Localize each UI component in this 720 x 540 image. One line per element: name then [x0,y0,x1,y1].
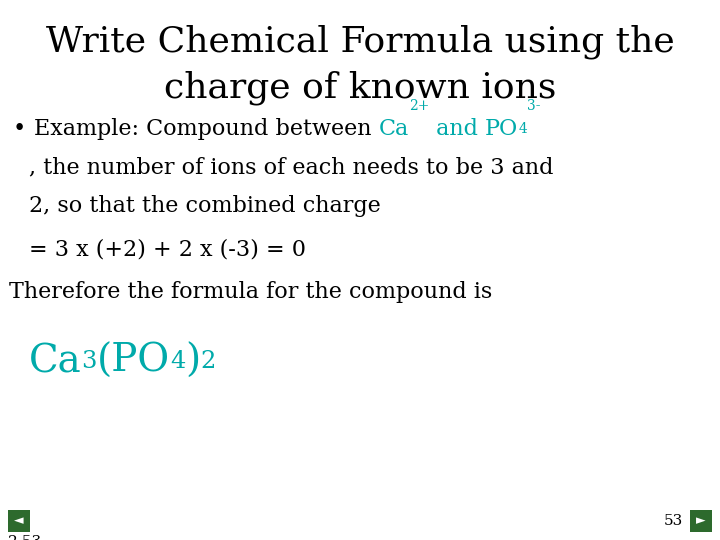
Text: Write Chemical Formula using the: Write Chemical Formula using the [45,24,675,59]
Text: Ca: Ca [29,343,81,380]
Text: 4: 4 [518,122,527,136]
Text: charge of known ions: charge of known ions [164,70,556,105]
Text: •: • [13,118,26,140]
Text: and: and [429,118,485,140]
Bar [690,510,712,532]
Text: (PO: (PO [97,343,170,380]
Text: 2: 2 [201,350,216,373]
Text: , the number of ions of each needs to be 3 and: , the number of ions of each needs to be… [29,157,553,179]
Text: 3: 3 [81,350,97,373]
Bar [8,510,30,532]
Text: 53: 53 [664,514,683,528]
Text: 4: 4 [170,350,186,373]
Text: ◄: ◄ [14,515,24,528]
Text: Example: Compound between: Example: Compound between [34,118,379,140]
Text: 2+: 2+ [409,99,429,113]
Text: ►: ► [696,515,706,528]
Text: Ca: Ca [379,118,409,140]
Text: ): ) [186,343,201,380]
Text: 3-: 3- [527,99,541,113]
Text: Therefore the formula for the compound is: Therefore the formula for the compound i… [9,281,492,303]
Text: 2, so that the combined charge: 2, so that the combined charge [29,195,381,218]
Text: PO: PO [485,118,518,140]
Text: = 3 x (+2) + 2 x (-3) = 0: = 3 x (+2) + 2 x (-3) = 0 [29,238,306,260]
Text: 2-53: 2-53 [8,535,42,540]
